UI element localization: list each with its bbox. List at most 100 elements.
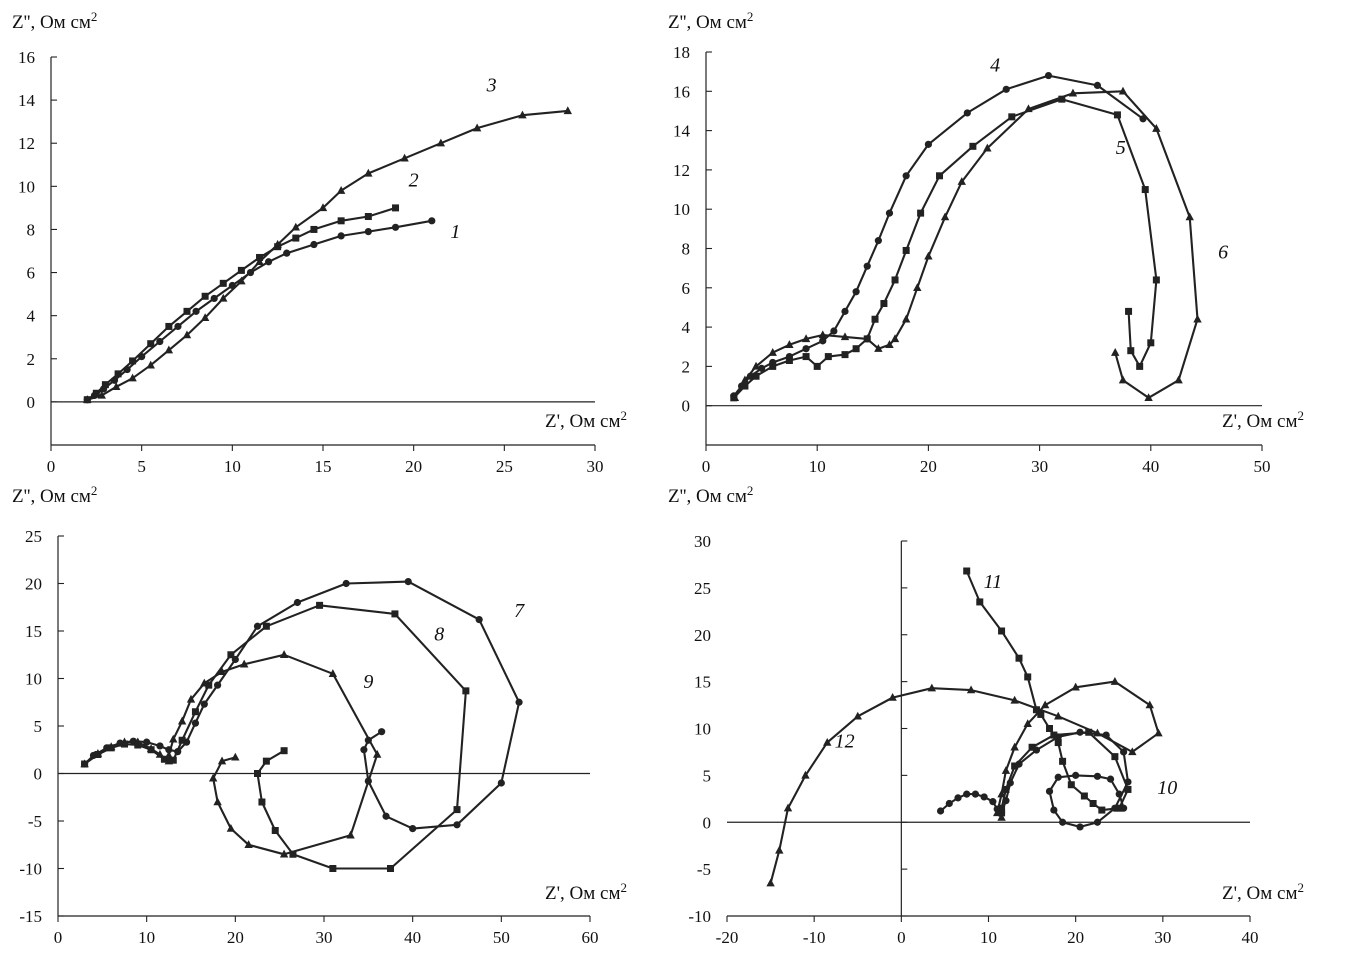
x-tick-label: 25 [496, 457, 513, 476]
series-1-point [337, 232, 345, 240]
series-9-point [186, 694, 196, 703]
series-8-point [316, 601, 324, 609]
y-tick-label: 0 [703, 813, 712, 832]
series-1-point [265, 258, 273, 266]
series-11-point [1085, 728, 1093, 736]
y-tick-label: 10 [694, 720, 711, 739]
series-10-point [1076, 823, 1084, 831]
x-tick-label: 30 [1031, 457, 1048, 476]
series-5-point [1152, 276, 1160, 284]
x-tick-label: 30 [316, 928, 333, 947]
series-5-point [785, 357, 793, 365]
x-tick-label: 5 [137, 457, 146, 476]
series-6-point [924, 251, 933, 260]
series-7-point [378, 728, 386, 736]
series-11-point [1002, 785, 1010, 793]
series-3-point [273, 239, 282, 248]
series-9-point [200, 678, 209, 687]
y-tick-label: 0 [682, 397, 691, 416]
series-11-point [998, 627, 1006, 635]
series-11-point [1050, 731, 1058, 739]
x-tick-label: 20 [405, 457, 422, 476]
series-12-point [1110, 677, 1120, 685]
series-2-point [129, 357, 137, 365]
series-3 [83, 106, 572, 403]
series-2-point [292, 234, 300, 242]
series-3-point [182, 330, 192, 339]
series-5-point [1127, 347, 1135, 355]
y-tick-label: 16 [18, 48, 35, 67]
y-tick-label: 12 [18, 134, 35, 153]
series-11-point [1098, 806, 1106, 814]
series-11-point [976, 598, 984, 606]
series-6-point [840, 332, 850, 341]
series-5-point [1136, 362, 1144, 370]
y-axis-title: Z'', Ом см2 [668, 9, 753, 33]
y-tick-label: -5 [28, 812, 42, 831]
y-tick-label: 5 [703, 766, 712, 785]
series-3-point [255, 257, 264, 265]
series-10-point [1072, 771, 1080, 779]
series-5 [730, 95, 1160, 402]
series-12-point [927, 683, 937, 692]
y-tick-label: 2 [682, 357, 691, 376]
y-axis-title: Z'', Ом см2 [12, 483, 97, 507]
series-9-point [169, 734, 178, 743]
series-8-point [387, 865, 394, 872]
series-1-point [283, 249, 291, 257]
x-tick-label: -20 [716, 928, 739, 947]
series-12-point [766, 878, 775, 887]
y-tick-label: 14 [18, 91, 36, 110]
y-tick-label: 6 [27, 264, 36, 283]
y-tick-label: -5 [697, 860, 711, 879]
series-3-point [436, 138, 446, 147]
series-2-point [114, 370, 122, 378]
series-7-point [360, 746, 368, 754]
series-11-point [1111, 753, 1119, 761]
series-1-point [310, 240, 318, 249]
series-5-point [741, 382, 749, 390]
x-tick-label: 10 [224, 457, 241, 476]
y-tick-label: 4 [682, 318, 691, 337]
x-tick-label: 20 [227, 928, 244, 947]
series-6 [730, 86, 1202, 402]
series-8-point [191, 708, 199, 716]
series-9-point [328, 669, 338, 677]
series-9-point [244, 840, 253, 848]
x-tick-label: 20 [1067, 928, 1084, 947]
series-7-line [83, 580, 521, 830]
series-6-point [885, 340, 894, 348]
series-7-point [515, 698, 523, 706]
series-9-point [133, 737, 142, 746]
series-4-line [732, 74, 1144, 397]
series-10-point [954, 794, 962, 802]
series-7-point [475, 616, 483, 624]
series-2-point [337, 217, 345, 225]
series-4-point [863, 262, 871, 270]
series-7-point [409, 825, 417, 833]
x-tick-label: 20 [920, 457, 937, 476]
series-10-point [1058, 818, 1067, 826]
x-axis-title: Z', Ом см2 [1222, 408, 1304, 432]
series-8-point [254, 770, 261, 777]
series-3-point [128, 373, 137, 382]
series-6-point [1144, 393, 1153, 402]
series-3-point [318, 203, 328, 212]
series-10-point [989, 798, 997, 806]
series-6-point [1024, 104, 1033, 113]
series-3-point [518, 110, 527, 119]
series-11-point [963, 567, 971, 575]
series-6-line [733, 90, 1199, 399]
series-4-point [819, 337, 827, 345]
series-8-point [462, 687, 470, 695]
series-9-point [226, 824, 236, 832]
y-tick-label: 16 [673, 82, 690, 101]
y-tick-label: -10 [688, 907, 711, 926]
y-axis-title: Z'', Ом см2 [12, 9, 97, 33]
series-4-point [841, 307, 849, 315]
series-3-point [237, 276, 246, 285]
series-10-point [936, 807, 945, 815]
y-tick-label: 10 [18, 177, 35, 196]
series-12-point [783, 803, 793, 812]
